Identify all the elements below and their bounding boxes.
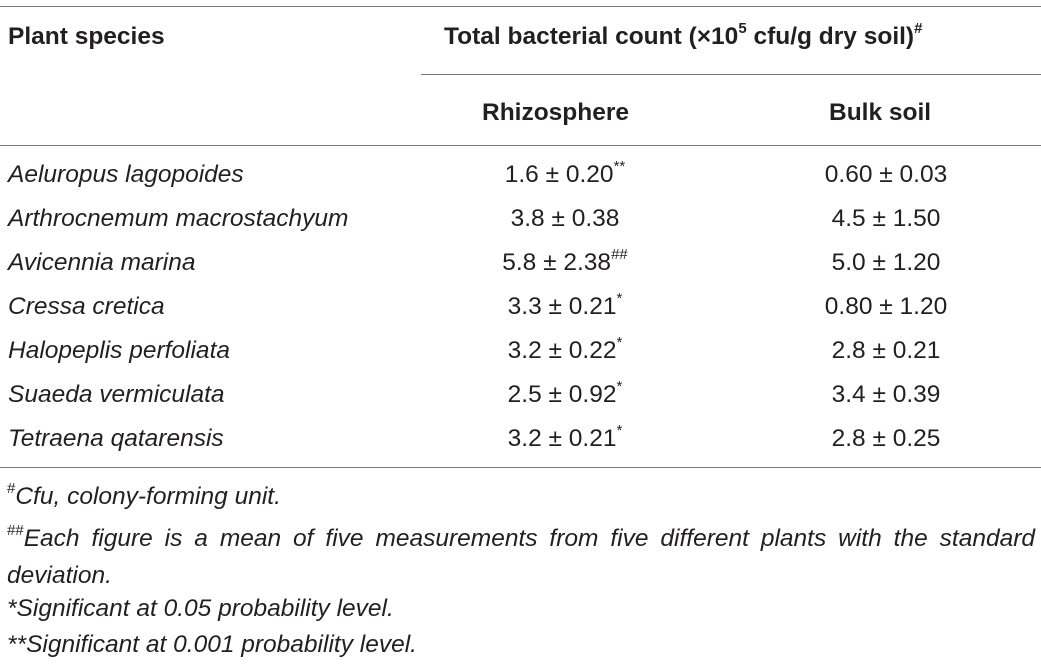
rhizosphere-cell: 3.2 ± 0.22* [507,333,623,366]
bulk-soil-cell: 0.60 ± 0.03 [824,161,948,188]
rhizosphere-value: 3.2 ± 0.21 [507,425,617,452]
header-bulk-soil: Bulk soil [829,99,932,126]
header-bottom-rule [0,145,1041,146]
header-plant-species: Plant species [8,23,165,50]
species-cell: Cressa cretica [8,293,165,320]
rhizosphere-cell: 3.3 ± 0.21* [507,289,623,322]
rhizosphere-value: 2.5 ± 0.92 [507,381,617,408]
rhizosphere-value: 1.6 ± 0.20 [504,161,614,188]
rhizosphere-cell: 5.8 ± 2.38## [502,245,628,278]
bulk-soil-cell: 2.8 ± 0.25 [831,425,941,452]
rhizosphere-value: 3.2 ± 0.22 [507,337,617,364]
significance-mark: * [616,377,623,395]
footnote-text: Each figure is a mean of five measuremen… [7,525,1035,589]
species-cell: Suaeda vermiculata [8,381,225,408]
significance-mark: ## [611,245,628,263]
bulk-soil-cell: 5.0 ± 1.20 [831,249,941,276]
header-total-exponent: 5 [738,19,747,37]
significance-mark: ** [613,157,626,175]
rhizosphere-value: 3.3 ± 0.21 [507,293,617,320]
rhizosphere-cell: 2.5 ± 0.92* [507,377,623,410]
rhizosphere-value: 5.8 ± 2.38 [502,249,612,276]
species-cell: Avicennia marina [8,249,196,276]
table-bottom-rule [0,467,1041,468]
footnote-text: **Significant at 0.001 probability level… [7,631,417,658]
species-cell: Halopeplis perfoliata [8,337,230,364]
bulk-soil-cell: 2.8 ± 0.21 [831,337,941,364]
rhizosphere-cell: 3.2 ± 0.21* [507,421,623,454]
footnote-mark: ## [7,521,24,539]
footnote-text: *Significant at 0.05 probability level. [7,595,394,622]
footnote: **Significant at 0.001 probability level… [7,630,1035,660]
bulk-soil-cell: 3.4 ± 0.39 [831,381,941,408]
header-total-footnote-mark: # [914,19,923,37]
rhizosphere-cell: 1.6 ± 0.20** [504,157,626,190]
significance-mark: * [616,333,623,351]
footnote: *Significant at 0.05 probability level. [7,594,1035,624]
header-spanner-rule [421,74,1041,75]
header-total-suffix: cfu/g dry soil) [746,23,915,50]
table-top-rule [0,6,1041,7]
significance-mark: * [616,421,623,439]
bulk-soil-cell: 0.80 ± 1.20 [824,293,948,320]
header-total-bacterial-count: Total bacterial count (×105 cfu/g dry so… [444,19,923,52]
header-rhizosphere: Rhizosphere [482,99,630,126]
footnote: #Cfu, colony-forming unit. [7,479,1035,512]
significance-mark: * [616,289,623,307]
species-cell: Aeluropus lagopoides [8,161,244,188]
header-total-prefix: Total bacterial count (×10 [444,23,739,50]
footnote-mark: # [7,479,16,497]
species-cell: Arthrocnemum macrostachyum [8,205,349,232]
bulk-soil-cell: 4.5 ± 1.50 [831,205,941,232]
rhizosphere-value: 3.8 ± 0.38 [510,205,620,232]
species-cell: Tetraena qatarensis [8,425,224,452]
footnote-text: Cfu, colony-forming unit. [15,483,281,510]
footnote: ##Each figure is a mean of five measurem… [7,520,1035,594]
rhizosphere-cell: 3.8 ± 0.38 [511,204,620,234]
